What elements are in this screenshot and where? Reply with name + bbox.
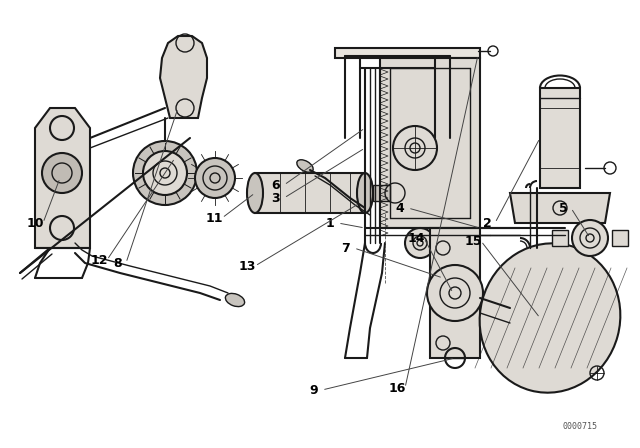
Circle shape: [405, 228, 435, 258]
Text: 8: 8: [114, 257, 122, 270]
Text: 15: 15: [464, 234, 482, 247]
Text: 6: 6: [272, 178, 280, 191]
Circle shape: [42, 153, 82, 193]
Polygon shape: [380, 58, 480, 228]
Polygon shape: [373, 185, 390, 201]
Polygon shape: [335, 48, 480, 58]
Text: 13: 13: [238, 259, 256, 272]
Ellipse shape: [247, 173, 263, 213]
Ellipse shape: [297, 160, 313, 172]
Circle shape: [195, 158, 235, 198]
Polygon shape: [510, 193, 610, 223]
Ellipse shape: [357, 173, 373, 213]
Polygon shape: [160, 36, 207, 118]
Text: 10: 10: [26, 216, 44, 229]
Circle shape: [143, 151, 187, 195]
Circle shape: [133, 141, 197, 205]
Polygon shape: [430, 228, 480, 358]
Text: 7: 7: [342, 241, 350, 254]
Text: 12: 12: [90, 254, 108, 267]
Circle shape: [572, 220, 608, 256]
Circle shape: [50, 216, 74, 240]
Text: 14: 14: [407, 232, 425, 245]
Polygon shape: [552, 230, 568, 246]
Polygon shape: [612, 230, 628, 246]
Text: 9: 9: [310, 383, 318, 396]
Ellipse shape: [479, 243, 620, 393]
Polygon shape: [35, 108, 90, 248]
Text: 2: 2: [483, 216, 492, 229]
Text: 11: 11: [205, 211, 223, 224]
Text: 16: 16: [388, 382, 406, 395]
Circle shape: [50, 116, 74, 140]
Polygon shape: [540, 88, 580, 188]
Circle shape: [393, 126, 437, 170]
Text: 0000715: 0000715: [563, 422, 598, 431]
Text: 4: 4: [396, 202, 404, 215]
Text: 1: 1: [326, 216, 334, 229]
Text: 3: 3: [272, 191, 280, 204]
Polygon shape: [255, 173, 365, 213]
Text: 5: 5: [559, 202, 568, 215]
Ellipse shape: [225, 293, 244, 306]
Circle shape: [427, 265, 483, 321]
